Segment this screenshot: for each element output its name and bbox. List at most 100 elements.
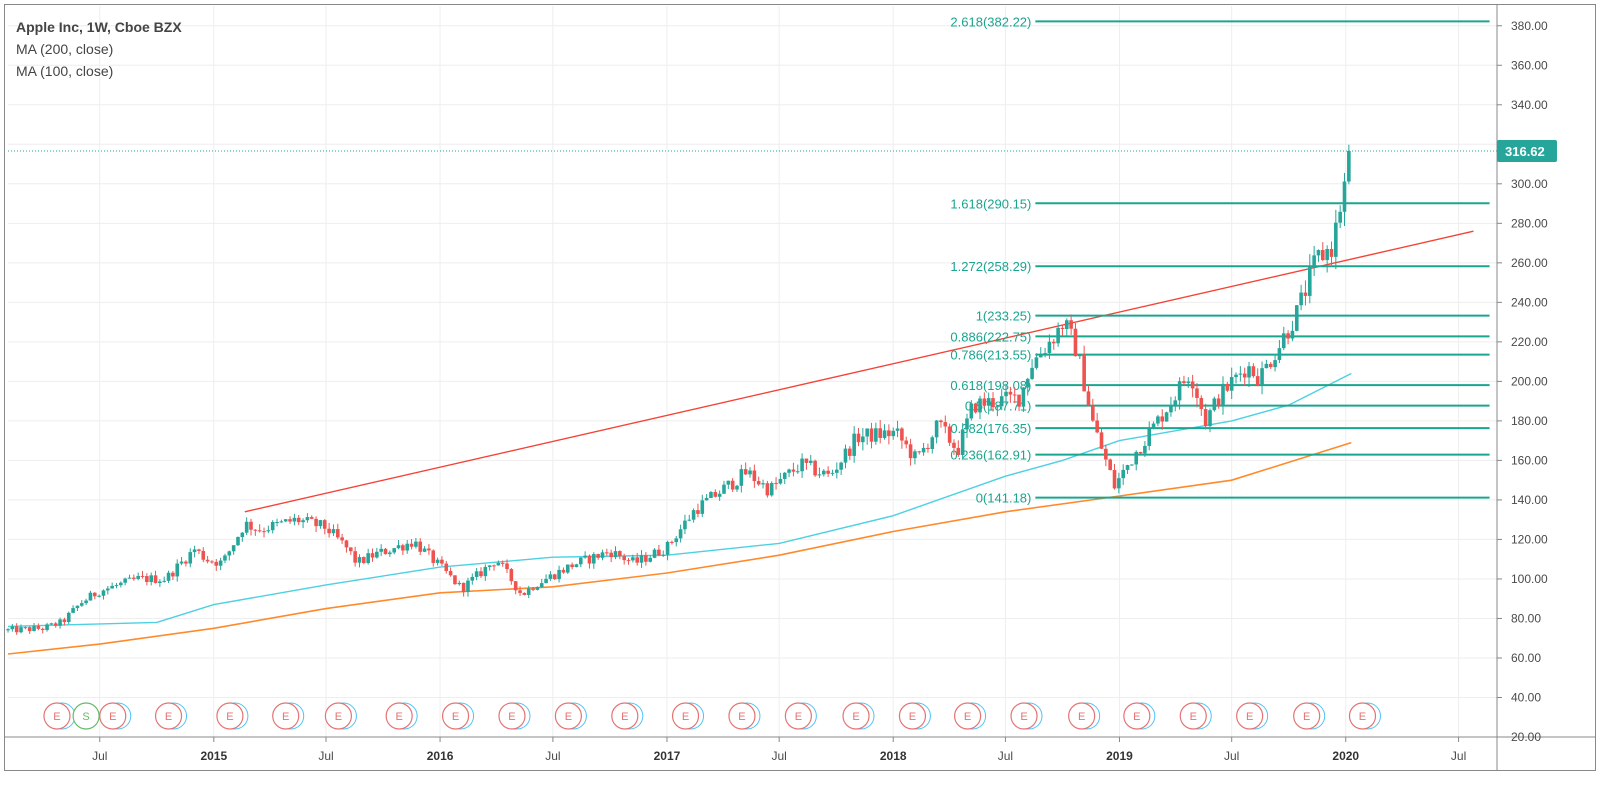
candle [821,469,826,477]
candle-body [513,581,518,591]
candle [735,484,739,492]
marker-circle [272,702,300,730]
candle-body [730,480,735,490]
marker-label: E [395,711,402,723]
candle-body [123,578,127,583]
candle-body [1017,394,1021,407]
candle [322,519,327,535]
candle-body [1186,381,1191,384]
candle [1173,396,1178,412]
earnings-marker: E [272,702,305,730]
candle-body [1117,478,1121,489]
candle-body [435,559,440,563]
candle-body [1095,420,1099,433]
candle [665,540,670,561]
candle-body [565,564,570,573]
candle [795,464,800,474]
candle [97,594,101,598]
candle-body [1190,381,1195,389]
candle [704,493,709,501]
candle [939,419,943,428]
candle-body [418,541,423,552]
marker-label: E [852,711,859,723]
candle [379,544,383,557]
candle-body [1342,181,1347,212]
candle-body [158,581,162,584]
candle [1169,396,1173,417]
candle [1225,382,1230,393]
candle [179,556,184,566]
candle [635,552,639,566]
candle-body [813,460,817,476]
candle [752,464,757,488]
price-tick-label: 20.00 [1511,730,1541,744]
marker-label: E [682,711,689,723]
marker-label: S [82,711,89,723]
candle [500,560,505,567]
candle [6,628,10,633]
candle [1082,345,1086,392]
candle [991,392,995,412]
candle [548,571,553,581]
candle [1047,334,1052,359]
candle-body [947,426,952,443]
candle-body [1177,381,1182,401]
candle [266,525,271,534]
candle-body [257,530,262,532]
candle [153,570,158,584]
candle-body [1212,398,1217,411]
price-tick-label: 200.00 [1511,374,1548,388]
candle [236,536,240,546]
candle [1299,284,1303,311]
candle-body [344,540,349,548]
marker-label: E [1303,711,1310,723]
fib-level-label: 0.618(198.08) [950,378,1031,393]
fib-level-label: 0(141.18) [976,491,1032,506]
candle-body [1086,391,1091,406]
candle [648,555,653,563]
candle-body [1199,397,1204,410]
candle-body [652,549,657,558]
candle [353,546,357,567]
marker-label: E [226,711,233,723]
time-tick-label: Jul [771,749,786,763]
candle-body [23,627,28,629]
candle [1294,305,1299,332]
candle [895,420,900,438]
marker-circle [498,702,526,730]
candle-body [978,398,982,413]
candle [891,427,896,440]
candle-body [431,550,436,563]
candle-body [205,559,210,562]
candle [1021,387,1026,412]
candle-body [526,588,531,595]
marker-circle [1348,702,1377,730]
candle-body [483,566,488,577]
candle [431,549,436,567]
candle-body [1247,366,1251,378]
candle [362,556,366,565]
candle-body [639,555,644,563]
candle [253,529,258,536]
candle-body [75,605,80,609]
candle [835,462,839,479]
time-tick-label: 2020 [1332,749,1359,763]
candle-body [1286,333,1290,339]
candle [956,440,961,457]
candle-body [839,462,843,470]
candle [422,546,427,553]
price-tick-label: 120.00 [1511,532,1548,546]
candle [1234,372,1238,384]
candle-body [1260,368,1264,385]
candle-body [774,483,778,485]
candle-body [908,444,913,459]
marker-circle [784,702,812,730]
candle-body [353,551,357,563]
candle-body [869,428,874,442]
candle-body [874,428,878,442]
candle-body [518,590,522,593]
candle [878,420,882,444]
